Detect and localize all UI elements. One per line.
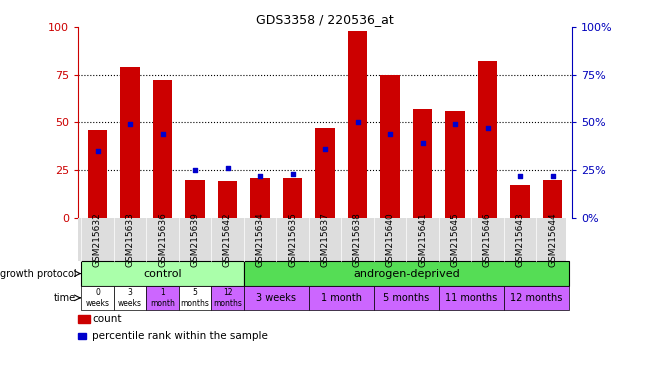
Point	[125, 121, 135, 127]
Bar	[315, 128, 335, 218]
Text: 5 months: 5 months	[383, 293, 430, 303]
Text: GSM215642: GSM215642	[223, 212, 232, 267]
Bar	[81, 286, 114, 310]
Text: GSM215634: GSM215634	[255, 212, 265, 267]
Point	[515, 173, 525, 179]
Point	[417, 140, 428, 146]
Bar	[120, 67, 140, 218]
Bar	[179, 286, 211, 310]
Point	[320, 146, 330, 152]
Text: GSM215640: GSM215640	[385, 212, 395, 267]
Text: 12 months: 12 months	[510, 293, 562, 303]
Bar	[153, 80, 172, 218]
Text: GSM215644: GSM215644	[548, 212, 557, 267]
Text: 11 months: 11 months	[445, 293, 497, 303]
Bar	[413, 109, 432, 218]
Bar	[309, 286, 374, 310]
Text: GSM215641: GSM215641	[418, 212, 427, 267]
Point	[157, 131, 168, 137]
Point	[547, 173, 558, 179]
Point	[92, 148, 103, 154]
Bar	[88, 130, 107, 218]
Bar	[283, 178, 302, 218]
Bar	[348, 31, 367, 218]
Point	[190, 167, 200, 173]
Text: 5
months: 5 months	[181, 288, 209, 308]
Text: GSM215643: GSM215643	[515, 212, 525, 267]
Point	[450, 121, 460, 127]
Text: androgen-deprived: androgen-deprived	[353, 268, 460, 278]
Bar	[244, 262, 569, 286]
Bar	[114, 286, 146, 310]
Point	[385, 131, 395, 137]
Bar	[510, 185, 530, 218]
Text: 3 weeks: 3 weeks	[256, 293, 296, 303]
Text: GSM215637: GSM215637	[320, 212, 330, 267]
Bar	[478, 61, 497, 218]
Text: GSM215636: GSM215636	[158, 212, 167, 267]
Text: GSM215632: GSM215632	[93, 212, 102, 267]
Text: count: count	[92, 314, 122, 324]
Text: 1
month: 1 month	[150, 288, 175, 308]
Point	[255, 173, 265, 179]
Point	[222, 165, 233, 171]
Text: GSM215645: GSM215645	[450, 212, 460, 267]
Text: 3
weeks: 3 weeks	[118, 288, 142, 308]
Text: GSM215635: GSM215635	[288, 212, 297, 267]
Text: 12
months: 12 months	[213, 288, 242, 308]
Text: GSM215639: GSM215639	[190, 212, 200, 267]
Bar	[244, 286, 309, 310]
Bar	[81, 262, 244, 286]
Text: control: control	[143, 268, 182, 278]
Text: percentile rank within the sample: percentile rank within the sample	[92, 331, 268, 341]
Title: GDS3358 / 220536_at: GDS3358 / 220536_at	[256, 13, 394, 26]
Bar	[543, 180, 562, 218]
Bar	[250, 178, 270, 218]
Bar	[218, 182, 237, 218]
Text: growth protocol: growth protocol	[0, 268, 77, 278]
Point	[352, 119, 363, 125]
Text: GSM215633: GSM215633	[125, 212, 135, 267]
Text: time: time	[54, 293, 77, 303]
Bar	[78, 218, 566, 262]
Text: GSM215638: GSM215638	[353, 212, 362, 267]
Text: 1 month: 1 month	[320, 293, 362, 303]
Bar	[380, 74, 400, 218]
Bar	[211, 286, 244, 310]
Bar	[185, 180, 205, 218]
Bar	[445, 111, 465, 218]
Text: GSM215646: GSM215646	[483, 212, 492, 267]
Text: 0
weeks: 0 weeks	[86, 288, 109, 308]
Bar	[439, 286, 504, 310]
Bar	[504, 286, 569, 310]
Bar	[374, 286, 439, 310]
Point	[482, 125, 493, 131]
Bar	[146, 286, 179, 310]
Point	[287, 171, 298, 177]
